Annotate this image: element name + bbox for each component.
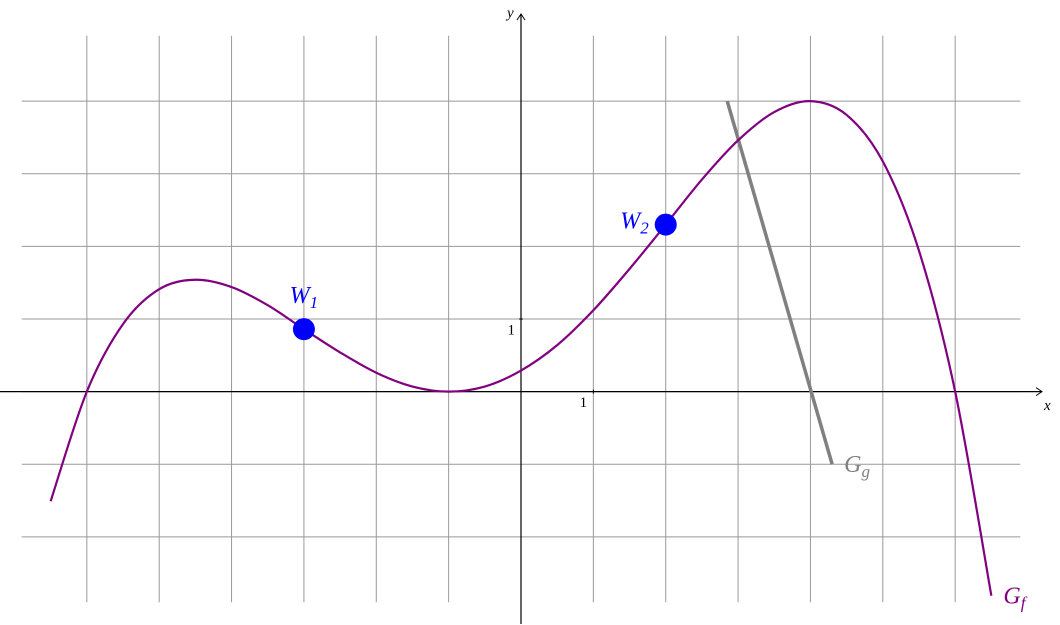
y-arrow [516, 13, 526, 21]
x-arrow [1035, 387, 1043, 397]
curve [49, 100, 993, 596]
label-base: W [290, 283, 312, 309]
label-sub: 2 [640, 219, 649, 238]
label-sub: g [861, 462, 870, 481]
label: Gg [844, 452, 870, 481]
label-sub: 1 [310, 293, 319, 312]
curve [725, 100, 834, 465]
label: W2 [620, 208, 649, 237]
label-base: G [1003, 583, 1020, 609]
label-base: W [620, 208, 642, 234]
x-tick-label: 1 [580, 395, 588, 411]
label-sub: f [1021, 594, 1028, 613]
y-tick-label: 1 [508, 322, 516, 338]
label-base: G [844, 452, 861, 478]
y-axis-label: y [505, 5, 514, 21]
point [292, 318, 315, 341]
point [654, 213, 677, 236]
x-axis-label: x [1043, 398, 1051, 414]
label: Gf [1003, 583, 1027, 612]
label: W1 [290, 283, 319, 312]
